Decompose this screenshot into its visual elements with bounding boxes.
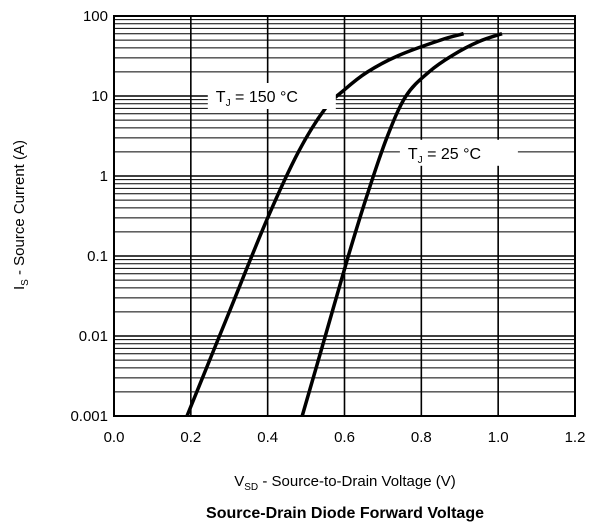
x-tick-label: 0.0 [104,429,125,446]
x-tick-label: 1.0 [488,429,509,446]
series-label-sub: J [418,155,423,166]
x-axis-label-sub: SD [244,482,258,493]
series-line-2 [300,32,503,417]
major-gridlines [113,15,576,417]
y-tick-label: 1 [100,168,108,185]
series-label-rest: = 150 °C [231,89,298,106]
y-axis-label-rest: - Source Current (A) [11,140,28,279]
series-labels: TJ = 150 °CTJ = 25 °C [207,83,518,166]
x-axis-label-main: V [234,473,244,490]
series-label-rest: = 25 °C [423,146,481,163]
x-tick-label: 0.6 [334,429,355,446]
chart-title: Source-Drain Diode Forward Voltage [206,505,484,522]
y-tick-label: 0.001 [70,408,108,425]
x-tick-label: 0.4 [257,429,278,446]
x-tick-label: 1.2 [565,429,586,446]
series-label-1: TJ = 150 °C [216,89,298,109]
y-tick-label: 100 [83,8,108,25]
y-tick-label: 0.1 [87,248,108,265]
x-axis-label: VSD - Source-to-Drain Voltage (V) [234,473,456,493]
series-label-2: TJ = 25 °C [408,146,481,166]
y-axis-label-sub: S [20,279,31,286]
y-tick-label: 0.01 [79,328,108,345]
y-axis-label: IS - Source Current (A) [11,140,31,290]
series-label-sub: J [226,98,231,109]
y-tick-label: 10 [91,88,108,105]
plot-frame [113,15,576,417]
x-tick-labels: 0.0 0.2 0.4 0.6 0.8 1.0 1.2 [104,429,586,446]
series-label-main: T [408,146,418,163]
y-tick-labels: 0.001 0.01 0.1 1 10 100 [70,8,108,425]
x-tick-label: 0.2 [180,429,201,446]
x-tick-label: 0.8 [411,429,432,446]
series-label-bg [207,83,336,109]
y-axis-label-main: I [11,286,28,290]
series-label-main: T [216,89,226,106]
series-label-bg [399,139,518,166]
x-axis-label-rest: - Source-to-Drain Voltage (V) [258,473,456,490]
